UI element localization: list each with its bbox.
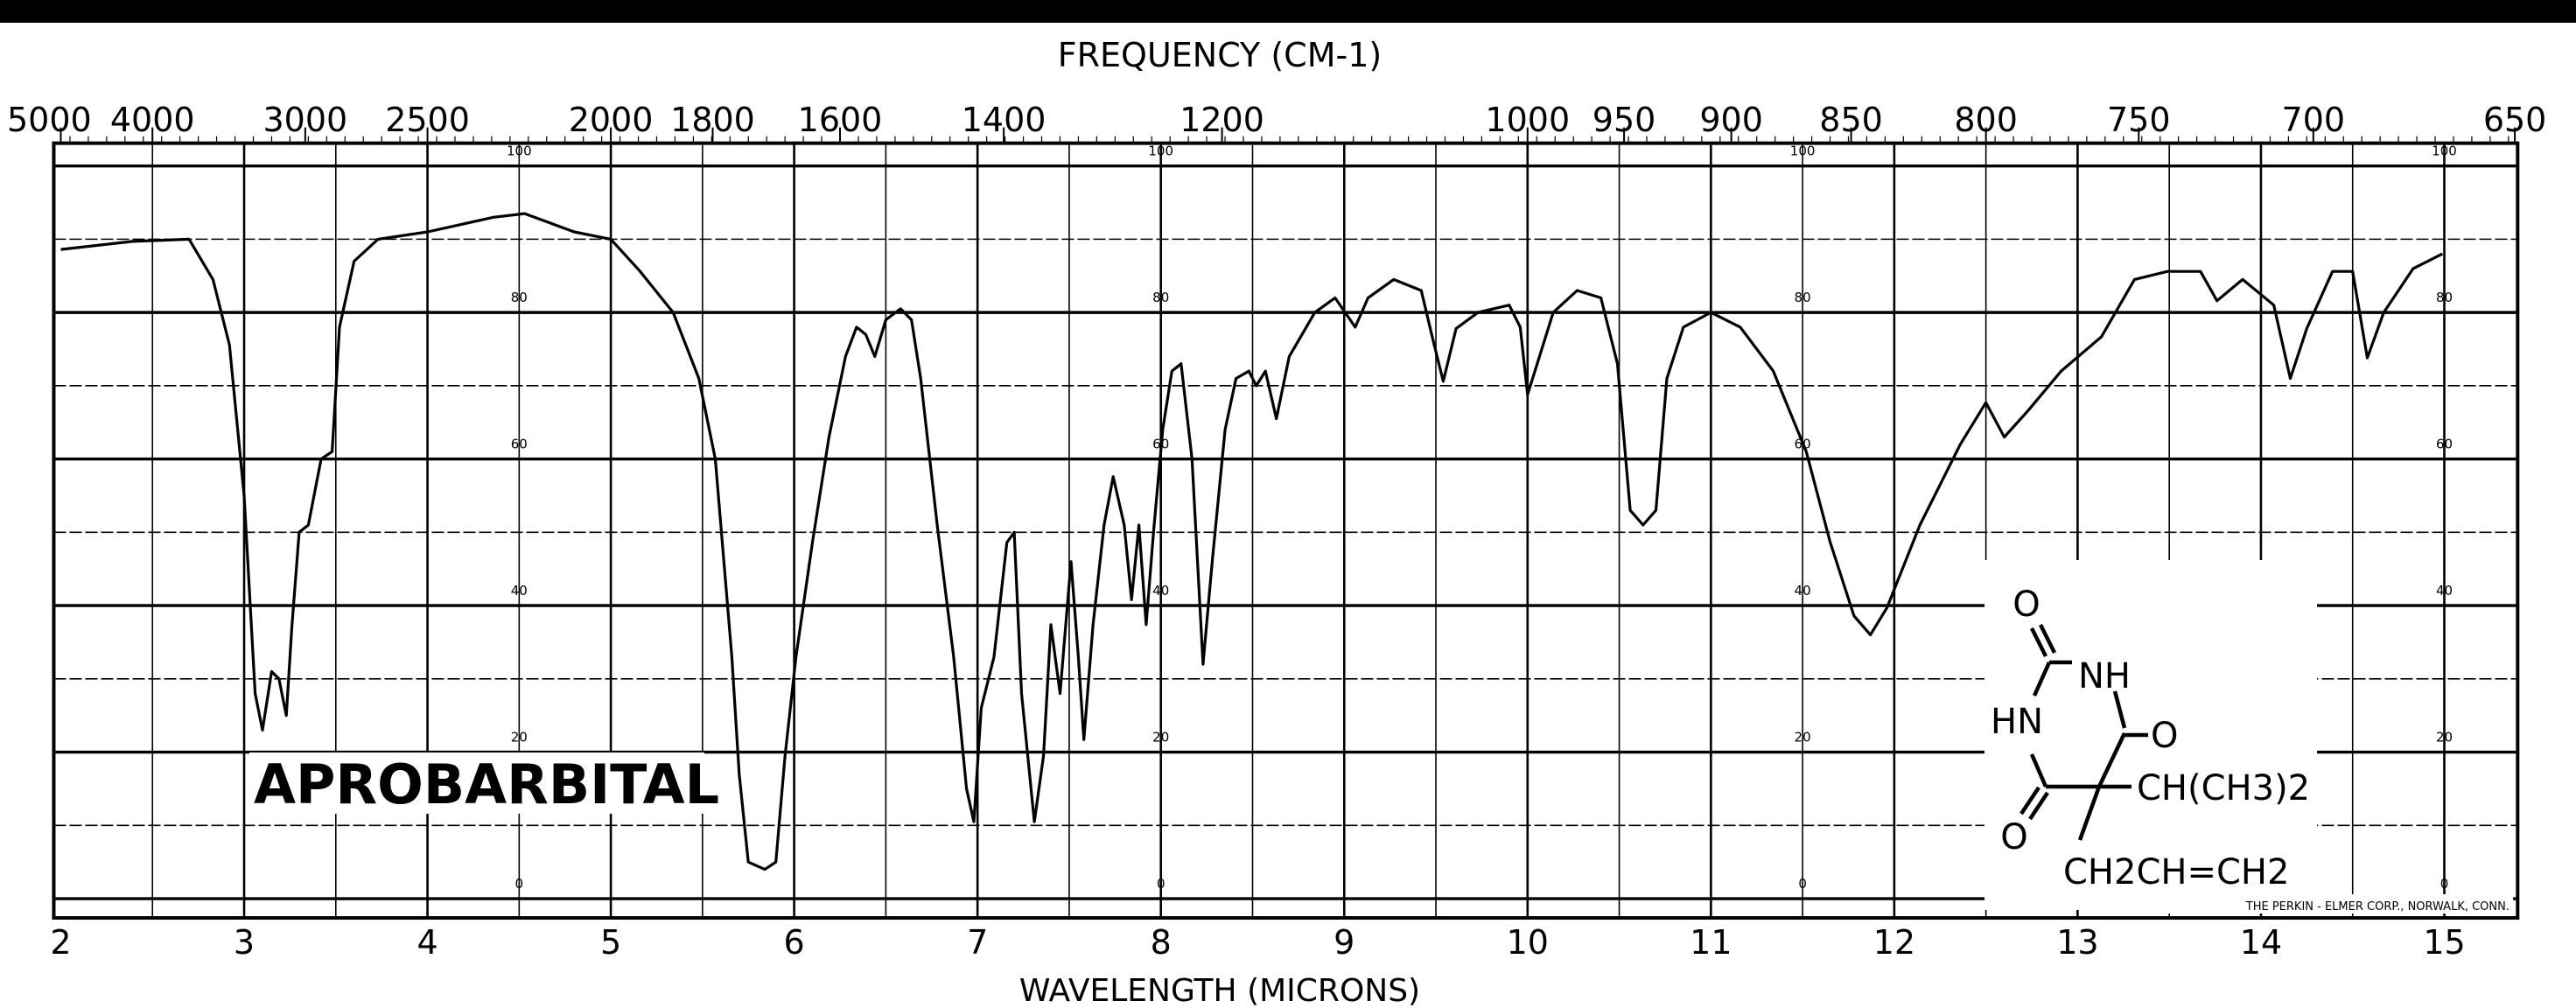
transmittance-tick-label: 0 [1798,876,1807,892]
transmittance-tick-label: 80 [511,290,528,305]
transmittance-tick-label: 0 [515,876,524,892]
wavelength-tick-label: 13 [2056,923,2098,962]
transmittance-tick-label: 80 [2436,290,2453,305]
transmittance-tick-label: 60 [511,437,528,452]
frequency-axis-label: FREQUENCY (CM-1) [1058,36,1382,74]
wavelength-tick-label: 6 [784,923,805,962]
manufacturer-footer: THE PERKIN - ELMER CORP., NORWALK, CONN. [2245,900,2510,914]
transmittance-tick-label: 40 [1152,583,1169,598]
substituent-allyl: CH2CH=CH2 [2063,852,2289,892]
wavelength-tick-label: 11 [1690,923,1732,962]
wavelength-tick-label: 7 [967,923,988,962]
transmittance-tick-label: 80 [1795,290,1811,305]
transmittance-tick-label: 20 [2436,730,2453,746]
atom-o-right: O [2151,716,2178,756]
transmittance-tick-label: 0 [1157,876,1166,892]
transmittance-tick-label: 100 [2432,144,2457,159]
wavelength-tick-label: 2 [50,923,71,962]
transmittance-tick-label: 100 [1148,144,1173,159]
transmittance-tick-label: 40 [2436,583,2453,598]
atom-hn: HN [1991,702,2043,742]
wavelength-tick-label: 14 [2240,923,2282,962]
wavelength-tick-label: 9 [1334,923,1354,962]
atom-nh: NH [2078,656,2131,696]
transmittance-tick-label: 20 [511,730,528,746]
wavelength-tick-label: 10 [1507,923,1549,962]
compound-name-background [249,752,704,814]
transmittance-tick-label: 0 [2440,876,2449,892]
atom-o-bottom: O [2000,817,2027,858]
wavelength-tick-label: 8 [1151,923,1172,962]
transmittance-tick-label: 20 [1152,730,1169,746]
wavelength-tick-label: 5 [600,923,621,962]
structure-formula: O NH HN O O CH(CH3)2 CH2CH=CH2 [1984,560,2317,910]
transmittance-tick-label: 100 [507,144,532,159]
transmittance-tick-label: 100 [1790,144,1816,159]
frequency-tick-label: 5000 [7,101,92,139]
spectrum-line [60,212,2444,872]
transmittance-tick-label: 40 [511,583,528,598]
top-black-bar [0,0,2576,23]
atom-o-top: O [2012,584,2040,625]
transmittance-tick-label: 60 [2436,437,2453,452]
transmittance-tick-label: 80 [1152,290,1169,305]
transmittance-tick-label: 40 [1795,583,1811,598]
plot-frame [52,141,2520,920]
footer-background [2166,894,2513,914]
wavelength-tick-label: 4 [416,923,438,962]
wavelength-tick-label: 15 [2423,923,2465,962]
transmittance-tick-label: 20 [1795,730,1811,746]
wavelength-tick-label: 12 [1873,923,1915,962]
substituent-isopropyl: CH(CH3)2 [2137,768,2310,808]
compound-name: APROBARBITAL [254,752,719,816]
wavelength-axis-label: WAVELENGTH (MICRONS) [1019,973,1420,1008]
wavelength-tick-label: 3 [234,923,255,962]
structure-background [1984,560,2317,910]
